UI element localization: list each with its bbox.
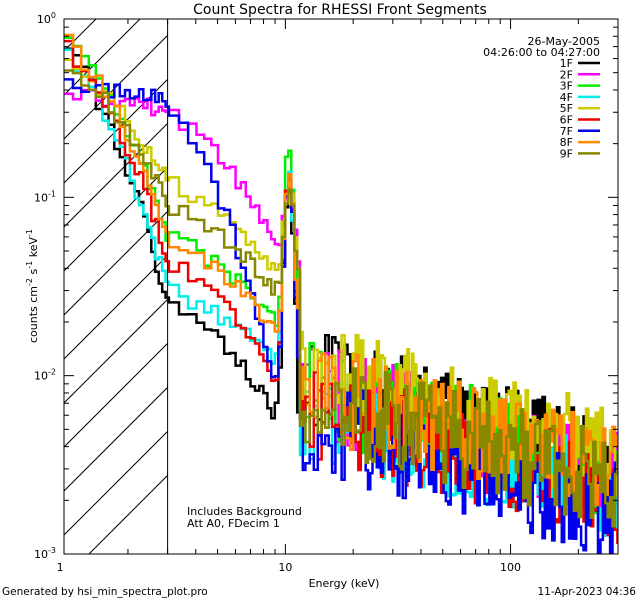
hatch-line: [64, 431, 168, 536]
series-layer: [64, 33, 618, 554]
hatch-line: [64, 387, 168, 492]
x-tick-label: 1: [57, 561, 64, 574]
annotation-attenuator: Att A0, FDecim 1: [187, 517, 280, 530]
hatch-line: [64, 255, 168, 360]
y-tick-label: 100: [37, 11, 56, 26]
hatch-line: [64, 343, 168, 448]
legend-label: 7F: [560, 125, 573, 138]
hatch-line: [88, 475, 168, 554]
legend-label: 9F: [560, 147, 573, 160]
footer-timestamp: 11-Apr-2023 04:36: [537, 586, 636, 598]
axes: 1 10 100 100 10-1 10-2 10-3: [34, 11, 619, 574]
legend-label: 5F: [560, 102, 573, 115]
legend-label: 8F: [560, 136, 573, 149]
x-tick-label: 10: [278, 561, 292, 574]
y-axis-label: counts cm-2 s-1 keV-1: [25, 229, 40, 343]
hatch-line: [64, 0, 168, 7]
hatch-line: [64, 123, 168, 228]
hatch-line: [64, 299, 168, 404]
x-tick-label: 100: [500, 561, 521, 574]
excluded-energy-hatch: [64, 0, 168, 554]
hatch-line: [64, 19, 97, 52]
y-tick-label: 10-2: [34, 368, 56, 383]
annotation-background: Includes Background: [187, 505, 302, 518]
x-axis-label: Energy (keV): [309, 577, 380, 590]
legend-label: 6F: [560, 114, 573, 127]
plot-frame: [63, 18, 619, 555]
y-tick-label: 10-1: [34, 189, 56, 204]
series-9f: [64, 69, 618, 528]
chart-title: Count Spectra for RHESSI Front Segments: [193, 2, 487, 18]
legend-label: 4F: [560, 91, 573, 104]
y-tick-label: 10-3: [34, 546, 56, 561]
date-label: 26-May-2005: [528, 35, 600, 48]
legend-label: 2F: [560, 68, 573, 81]
footer-generated-by: Generated by hsi_min_spectra_plot.pro: [2, 586, 208, 598]
time-range-label: 04:26:00 to 04:27:00: [483, 46, 600, 59]
legend-label: 3F: [560, 80, 573, 93]
hatch-line: [64, 35, 168, 140]
legend-label: 1F: [560, 57, 573, 70]
